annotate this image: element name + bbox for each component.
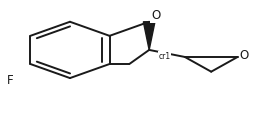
Text: O: O	[239, 49, 249, 62]
Text: O: O	[151, 9, 161, 22]
Polygon shape	[143, 22, 155, 50]
Text: F: F	[7, 73, 13, 87]
Text: cr1: cr1	[158, 52, 171, 61]
Text: O: O	[151, 9, 161, 22]
